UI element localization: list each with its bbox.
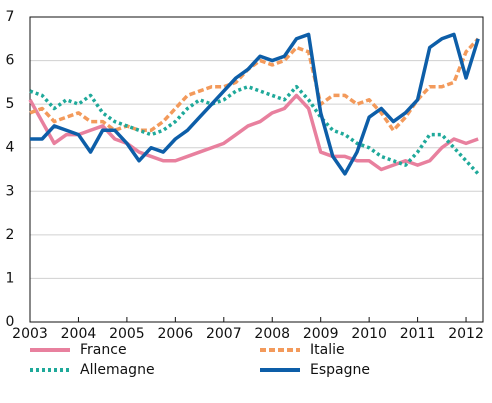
line-series	[29, 37, 480, 133]
x-tick-label: 2012	[448, 326, 484, 342]
y-tick-label: 3	[6, 183, 15, 199]
x-tick-label: 2007	[206, 326, 242, 342]
legend-label: France	[80, 342, 127, 358]
x-tick-label: 2008	[254, 326, 290, 342]
x-tick-label: 2004	[61, 326, 97, 342]
line-series	[30, 32, 480, 176]
x-tick-label: 2009	[303, 326, 339, 342]
y-tick-label: 7	[6, 9, 15, 25]
y-tick-label: 0	[6, 314, 15, 330]
y-tick-label: 4	[6, 140, 15, 156]
y-tick-label: 6	[6, 53, 15, 69]
y-tick-label: 2	[6, 227, 15, 243]
x-tick-label: 2011	[400, 326, 436, 342]
x-tick-label: 2003	[12, 326, 48, 342]
line-series	[29, 84, 480, 176]
plot-frame	[29, 16, 484, 323]
legend-label: Espagne	[310, 362, 370, 378]
x-tick-label: 2005	[109, 326, 145, 342]
y-tick-label: 5	[6, 96, 15, 112]
x-tick-label: 2010	[351, 326, 387, 342]
legend-label: Allemagne	[80, 362, 155, 378]
y-tick-label: 1	[6, 270, 15, 286]
line-series	[28, 93, 479, 172]
x-tick-label: 2006	[158, 326, 194, 342]
legend-label: Italie	[310, 342, 345, 358]
